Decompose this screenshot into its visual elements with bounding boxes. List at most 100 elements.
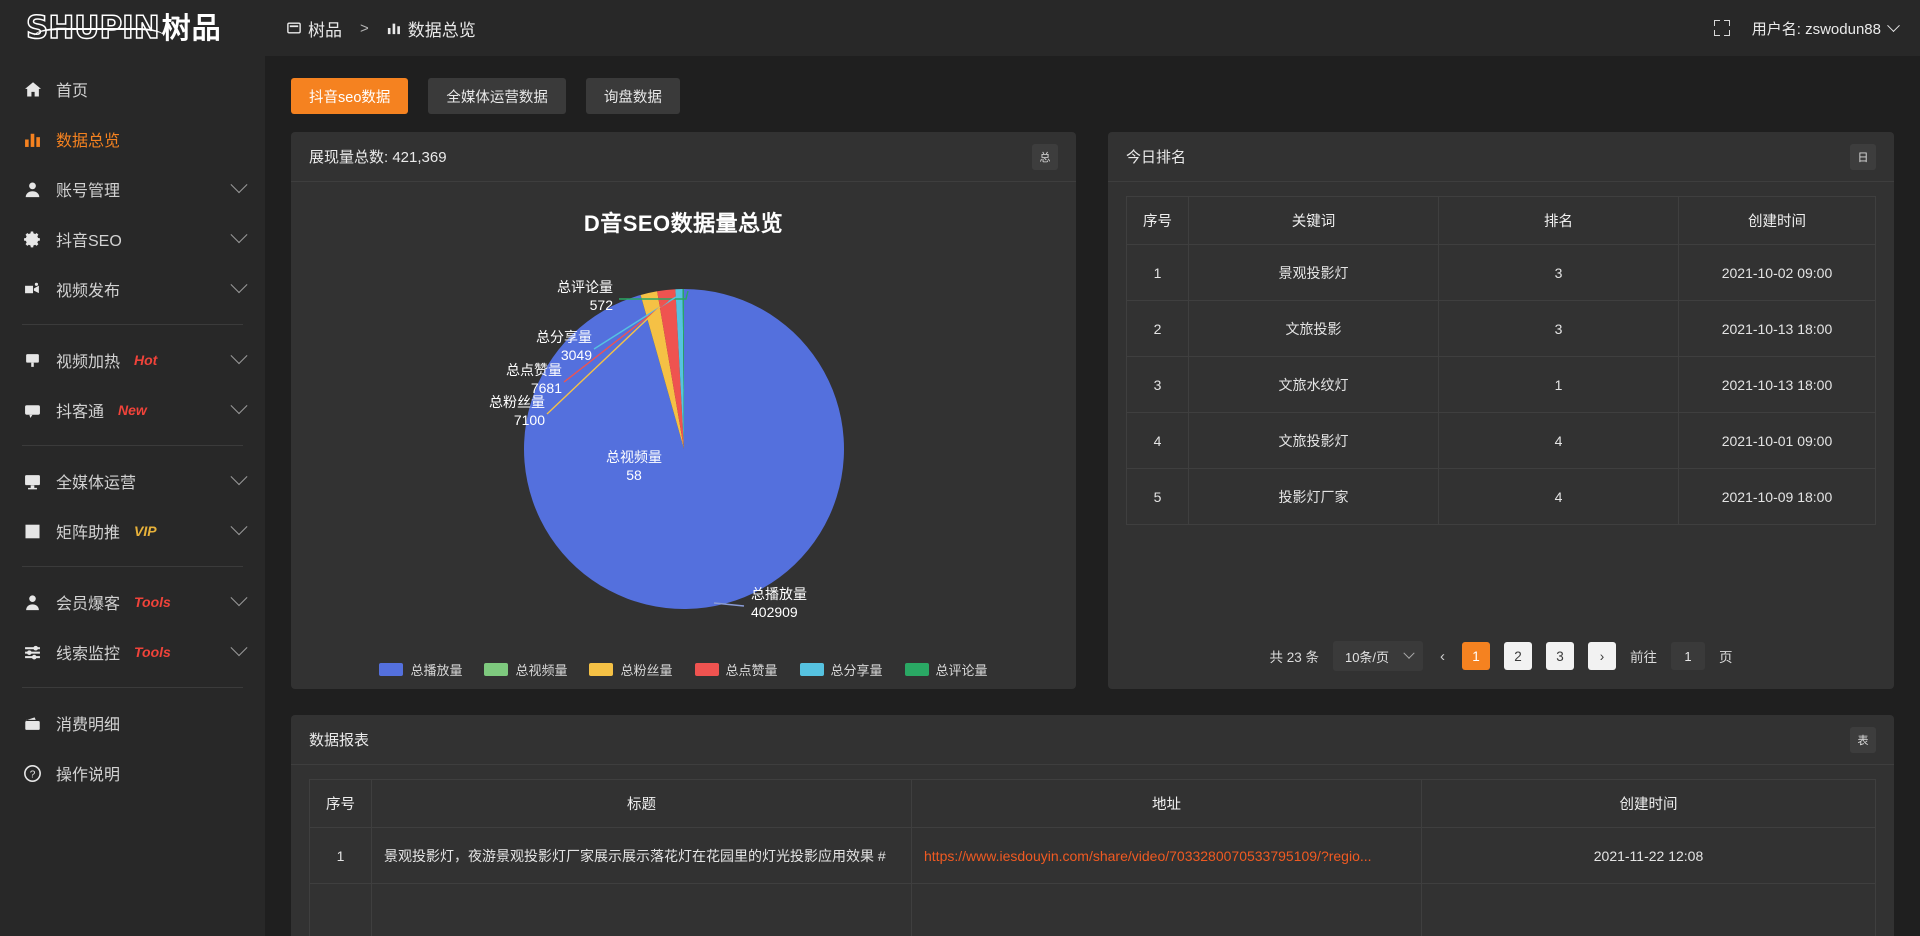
sidebar-item-12[interactable]: ? 操作说明 <box>0 748 265 798</box>
sidebar-item-4[interactable]: 视频发布 <box>0 264 265 314</box>
chevron-down-icon <box>230 276 248 294</box>
table-row[interactable]: 1 景观投影灯 3 2021-10-02 09:00 <box>1126 244 1876 301</box>
chevron-down-icon <box>230 397 248 415</box>
report-url-link[interactable]: https://www.iesdouyin.com/share/video/70… <box>924 847 1372 864</box>
ranking-cell: 2 <box>1126 300 1189 357</box>
legend-swatch <box>799 663 824 676</box>
sidebar-item-1[interactable]: 数据总览 <box>0 114 265 164</box>
pie-slice-4[interactable] <box>674 289 684 449</box>
pie-slice-2[interactable] <box>640 291 684 449</box>
report-col-0: 序号 <box>309 779 372 828</box>
svg-text:3049: 3049 <box>560 347 591 363</box>
sidebar-divider <box>22 687 243 688</box>
sidebar-item-6[interactable]: 抖客通 New <box>0 385 265 435</box>
report-col-1: 标题 <box>371 779 912 828</box>
sidebar-item-11[interactable]: 消费明细 <box>0 698 265 748</box>
pie-data-label-5: 总评论量 572 <box>557 279 613 313</box>
pagination-page-3[interactable]: 3 <box>1546 642 1575 670</box>
chevron-down-icon <box>230 518 248 536</box>
user-menu[interactable]: 用户名: zswodun88 <box>1752 18 1900 39</box>
legend-item-2[interactable]: 总粉丝量 <box>589 660 673 679</box>
sidebar-item-9[interactable]: 会员爆客 Tools <box>0 577 265 627</box>
tab-2[interactable]: 询盘数据 <box>585 78 680 114</box>
sidebar-item-5[interactable]: 视频加热 Hot <box>0 335 265 385</box>
ranking-col-3: 创建时间 <box>1678 196 1876 245</box>
ranking-cell: 1 <box>1126 244 1189 301</box>
legend-item-4[interactable]: 总分享量 <box>799 660 883 679</box>
sidebar-item-0[interactable]: 首页 <box>0 64 265 114</box>
chevron-down-icon <box>1887 18 1900 32</box>
data-report-toggle-button[interactable]: 表 <box>1850 726 1876 753</box>
report-col-2: 地址 <box>911 779 1422 828</box>
report-index-cell: 1 <box>309 827 372 884</box>
table-row[interactable]: 4 文旅投影灯 4 2021-10-01 09:00 <box>1126 412 1876 469</box>
report-empty-cell <box>309 883 372 936</box>
tab-0[interactable]: 抖音seo数据 <box>291 78 409 114</box>
sidebar-item-2[interactable]: 账号管理 <box>0 164 265 214</box>
legend-label: 总粉丝量 <box>620 663 673 678</box>
overview-chart-toggle-button[interactable]: 总 <box>1032 143 1058 170</box>
ranking-pagination: 共 23 条 10条/页 ‹ 1 2 3 › 前往 页 <box>1126 625 1876 689</box>
sidebar-item-7[interactable]: 全媒体运营 <box>0 456 265 506</box>
pie-label-leader-2 <box>546 306 660 415</box>
report-empty-cell <box>1421 883 1876 936</box>
legend-label: 总分享量 <box>830 663 883 678</box>
today-ranking-title: 今日排名 <box>1126 149 1187 166</box>
pagination-page-1[interactable]: 1 <box>1462 642 1491 670</box>
sidebar-item-label: 消费明细 <box>56 717 121 734</box>
breadcrumb-item-current[interactable]: 数据总览 <box>387 16 476 41</box>
fullscreen-icon[interactable] <box>1713 20 1730 36</box>
legend-item-1[interactable]: 总视频量 <box>484 660 567 679</box>
pie-slice-1[interactable] <box>640 294 684 449</box>
today-ranking-toggle-button[interactable]: 日 <box>1850 143 1876 170</box>
pagination-page-2[interactable]: 2 <box>1504 642 1533 670</box>
legend-label: 总视频量 <box>515 663 568 678</box>
table-row[interactable]: 5 投影灯厂家 4 2021-10-09 18:00 <box>1126 468 1876 525</box>
member-icon <box>22 592 42 612</box>
chevron-down-icon <box>230 347 248 365</box>
pie-slice-3[interactable] <box>656 289 684 449</box>
video-upload-icon <box>22 279 42 299</box>
table-row[interactable]: 1 景观投影灯，夜游景观投影灯厂家展示展示落花灯在花园里的灯光投影应用效果 # ht… <box>309 827 1876 884</box>
legend-item-5[interactable]: 总评论量 <box>904 660 988 679</box>
legend-item-0[interactable]: 总播放量 <box>379 660 462 679</box>
brand-logo[interactable]: SHUPIN 树品 <box>0 0 265 56</box>
pie-chart[interactable]: 总评论量 572 总分享量 3049 总点赞量 7681 总粉丝量 7100 总视频量 58 总播放… <box>314 254 1054 654</box>
table-row[interactable] <box>309 883 1876 936</box>
table-row[interactable]: 3 文旅水纹灯 1 2021-10-13 18:00 <box>1126 356 1876 413</box>
today-ranking-card: 今日排名 日 序号 关键词 排名 创建时间 1 景观投影灯 3 2021-10-02 09:… <box>1108 132 1894 689</box>
sidebar-item-8[interactable]: 矩阵助推 VIP <box>0 506 265 556</box>
help-icon: ? <box>22 763 42 783</box>
pagination-prev-button[interactable]: ‹ <box>1440 647 1446 665</box>
pie-label-leader-3 <box>563 300 668 383</box>
pagination-jump-input[interactable] <box>1671 642 1706 670</box>
breadcrumb-item-root[interactable]: 树品 <box>287 16 342 41</box>
sidebar-item-label: 视频加热 <box>56 354 121 371</box>
sidebar-item-badge: Tools <box>134 644 171 660</box>
overview-chart-card-header: 展现量总数: 421,369 总 <box>291 132 1076 182</box>
svg-text:总分享量: 总分享量 <box>536 329 592 345</box>
sidebar-item-label: 数据总览 <box>56 133 121 150</box>
fire-boost-icon <box>22 350 42 370</box>
ranking-cell: 2021-10-13 18:00 <box>1678 300 1876 357</box>
breadcrumb-separator: > <box>360 19 369 37</box>
ranking-cell: 3 <box>1438 244 1679 301</box>
tab-1[interactable]: 全媒体运营数据 <box>428 78 566 114</box>
monitor-icon <box>22 471 42 491</box>
sidebar-item-10[interactable]: 线索监控 Tools <box>0 627 265 677</box>
chat-icon <box>22 400 42 420</box>
table-row[interactable]: 2 文旅投影 3 2021-10-13 18:00 <box>1126 300 1876 357</box>
pagination-next-button[interactable]: › <box>1588 642 1617 670</box>
legend-item-3[interactable]: 总点赞量 <box>694 660 778 679</box>
sidebar-item-3[interactable]: 抖音SEO <box>0 214 265 264</box>
sidebar-item-label: 账号管理 <box>56 183 121 200</box>
pagination-jump-unit: 页 <box>1719 650 1733 665</box>
sidebar-item-label: 操作说明 <box>56 767 121 784</box>
svg-text:总点赞量: 总点赞量 <box>506 362 562 378</box>
overview-chart-body: D音SEO数据量总览 总评论量 572 总分享量 3049 总点赞量 7681 总粉丝量 71… <box>291 182 1076 660</box>
sidebar-item-label: 抖音SEO <box>56 233 122 250</box>
sidebar-nav: 首页数据总览账号管理抖音SEO 视频发布视频加热 Hot 抖客通 New 全媒体运营 矩阵助… <box>0 64 265 936</box>
svg-text:572: 572 <box>589 297 613 313</box>
page-size-select[interactable]: 10条/页 <box>1332 641 1424 671</box>
sidebar: SHUPIN 树品 首页数据总览账号管理抖音SEO 视频发布视频加热 Hot 抖客通 N… <box>0 0 265 936</box>
